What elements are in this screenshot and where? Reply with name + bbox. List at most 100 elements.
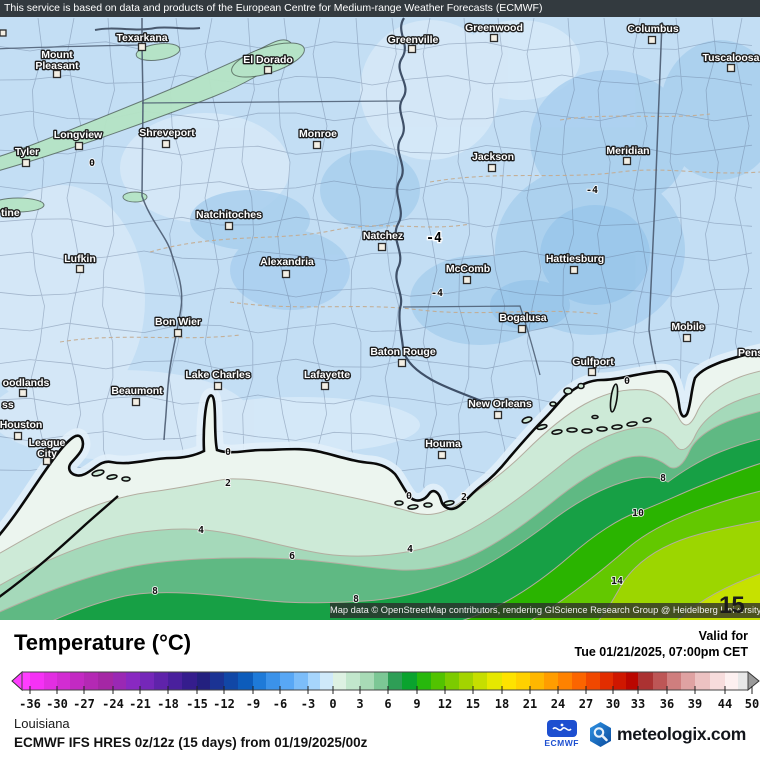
scale-cell bbox=[667, 672, 681, 690]
city-marker bbox=[487, 163, 497, 173]
contour-label: 6 bbox=[289, 551, 295, 562]
contour-label: 2 bbox=[461, 492, 467, 503]
scale-tick-label: -15 bbox=[186, 697, 208, 711]
city-label: El Dorado bbox=[243, 54, 293, 66]
temperature-scale: -36 -30 -27 -24 -21 -18 -15 -12 -9 -6 -3 0 3 6 9 12 15 18… bbox=[11, 670, 760, 711]
scale-cell bbox=[558, 672, 572, 690]
contour-label: -4 bbox=[586, 185, 598, 196]
scale-tick-label: 39 bbox=[688, 697, 702, 711]
scale-tick-label: 24 bbox=[551, 697, 565, 711]
scale-cell bbox=[266, 672, 280, 690]
scale-cell bbox=[210, 672, 224, 690]
texas-arkansas-border bbox=[0, 44, 143, 50]
meteologix-logo[interactable]: meteologix.com bbox=[587, 721, 746, 748]
legend-title: Temperature (°C) bbox=[14, 630, 192, 655]
city-label: tine bbox=[1, 207, 20, 219]
city-label: Meridian bbox=[606, 145, 649, 157]
magnifier-hexagon-icon bbox=[589, 721, 611, 747]
legend-panel: Temperature (°C) Valid for Tue 01/21/202… bbox=[0, 620, 760, 760]
scale-cell bbox=[431, 672, 445, 690]
map-attribution: Map data © OpenStreetMap contributors, r… bbox=[330, 603, 760, 618]
scale-cell bbox=[44, 672, 57, 690]
freezing-contour bbox=[0, 349, 760, 537]
city-label: New Orleans bbox=[468, 398, 532, 410]
scale-cell bbox=[30, 672, 44, 690]
scale-arrow-right bbox=[747, 670, 760, 692]
scale-cell bbox=[182, 672, 197, 690]
scale-tick-label: -18 bbox=[157, 697, 179, 711]
city-label: Monroe bbox=[299, 128, 337, 140]
contour-label: 8 bbox=[353, 594, 359, 605]
weather-map[interactable]: 0 -4 -4 -4 0 0 2 4 0 2 8 10 4 6 8 8 14 Mount Pleasant Texa… bbox=[0, 0, 760, 707]
scale-cell bbox=[516, 672, 530, 690]
scale-tick-label: 3 bbox=[356, 697, 363, 711]
city-marker bbox=[312, 140, 322, 150]
scale-tick-label: 9 bbox=[413, 697, 420, 711]
dashed-isotherms bbox=[59, 113, 760, 343]
city-marker bbox=[493, 410, 503, 420]
city-label: Shreveport bbox=[139, 127, 195, 139]
scale-cell bbox=[710, 672, 725, 690]
contour-label: 8 bbox=[660, 473, 666, 484]
valid-for-label: Valid for bbox=[698, 629, 748, 643]
ecmwf-icon bbox=[546, 720, 577, 737]
scale-cell bbox=[238, 672, 253, 690]
contour-label-layer: 0 -4 -4 -4 0 0 2 4 0 2 8 10 4 6 8 8 14 bbox=[88, 157, 667, 606]
scale-cell bbox=[473, 672, 487, 690]
attribution-text: Map data © OpenStreetMap contributors, r… bbox=[330, 605, 760, 615]
region-label: Louisiana bbox=[14, 716, 70, 731]
city-marker bbox=[517, 324, 527, 334]
scale-cell bbox=[459, 672, 473, 690]
scale-cell bbox=[502, 672, 516, 690]
scale-cell bbox=[294, 672, 308, 690]
scale-cell bbox=[544, 672, 558, 690]
city-marker bbox=[0, 29, 7, 37]
city-marker bbox=[52, 69, 62, 79]
scale-tick-label: -30 bbox=[46, 697, 68, 711]
scale-cell bbox=[388, 672, 402, 690]
city-marker bbox=[281, 269, 291, 279]
scale-tick-label: -36 bbox=[19, 697, 41, 711]
scale-cell bbox=[374, 672, 388, 690]
city-label: McComb bbox=[446, 263, 490, 275]
city-marker bbox=[407, 44, 417, 54]
city-label: Alexandria bbox=[260, 256, 314, 268]
city-marker bbox=[320, 381, 330, 391]
city-marker bbox=[75, 264, 85, 274]
scale-tick-label: 6 bbox=[384, 697, 391, 711]
city-marker bbox=[622, 156, 632, 166]
city-marker bbox=[13, 431, 23, 441]
scale-cell bbox=[653, 672, 667, 690]
city-label-layer: Mount Pleasant Texarkana El Dorado Greenvill… bbox=[0, 21, 760, 466]
scale-cell bbox=[738, 672, 748, 690]
city-marker bbox=[682, 333, 692, 343]
city-marker bbox=[161, 139, 171, 149]
scale-cell bbox=[402, 672, 417, 690]
scale-cell bbox=[224, 672, 238, 690]
scale-tick-label: 30 bbox=[606, 697, 620, 711]
scale-cell bbox=[320, 672, 333, 690]
ecmwf-logo[interactable]: ECMWF bbox=[544, 720, 579, 748]
scale-tick-label: 15 bbox=[466, 697, 480, 711]
contour-label: 10 bbox=[632, 508, 644, 519]
valid-time-block: Valid for Tue 01/21/2025, 07:00pm CET bbox=[575, 628, 748, 660]
city-marker bbox=[21, 158, 31, 168]
contour-label: 0 bbox=[406, 491, 412, 502]
contour-label: 2 bbox=[225, 478, 231, 489]
scale-cell bbox=[626, 672, 638, 690]
contour-label: -4 bbox=[426, 231, 442, 246]
scale-cell bbox=[681, 672, 695, 690]
scale-tick-label: 12 bbox=[438, 697, 452, 711]
texas-louisiana-border bbox=[141, 18, 183, 441]
city-label: Mount Pleasant bbox=[35, 49, 79, 72]
city-label: Baton Rouge bbox=[370, 346, 435, 358]
scale-tick-label: -12 bbox=[213, 697, 235, 711]
scale-tick-label: 44 bbox=[718, 697, 732, 711]
contour-label: 0 bbox=[624, 376, 630, 387]
red-river bbox=[94, 26, 201, 31]
contour-label: 4 bbox=[407, 544, 413, 555]
scale-tick-label: 0 bbox=[329, 697, 336, 711]
arkansas-louisiana-border bbox=[141, 100, 401, 104]
city-label: Bon Wier bbox=[155, 316, 201, 328]
